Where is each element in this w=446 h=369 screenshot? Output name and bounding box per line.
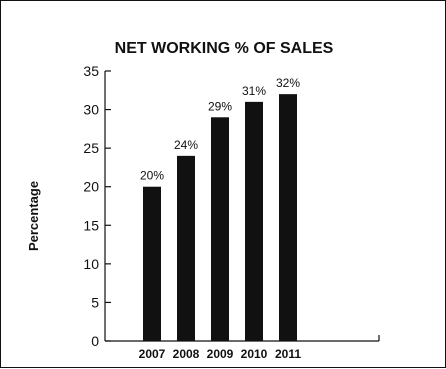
y-tick-label: 35 xyxy=(83,63,99,79)
bar xyxy=(279,94,297,342)
data-label: 32% xyxy=(276,76,300,90)
x-ticks: 2007 2008 2009 2010 2011 xyxy=(139,347,302,361)
y-tick-label: 0 xyxy=(91,333,99,349)
bars xyxy=(143,94,297,342)
x-tick-label: 2008 xyxy=(173,347,200,361)
y-axis-label: Percentage xyxy=(26,181,41,251)
y-tick-label: 15 xyxy=(83,217,99,233)
bar xyxy=(245,101,263,341)
y-ticks: 0 5 10 15 20 25 30 35 xyxy=(83,63,111,349)
y-tick-label: 20 xyxy=(83,179,99,195)
x-tick-label: 2009 xyxy=(207,347,234,361)
data-label: 31% xyxy=(242,84,266,98)
bar xyxy=(211,117,229,342)
y-tick-label: 10 xyxy=(83,256,99,272)
chart-title: NET WORKING % OF SALES xyxy=(115,40,334,57)
data-labels: 20% 24% 29% 31% 32% xyxy=(140,76,300,183)
data-label: 29% xyxy=(208,99,232,113)
bar xyxy=(143,186,161,341)
data-label: 24% xyxy=(174,138,198,152)
x-tick-label: 2010 xyxy=(241,347,268,361)
x-tick-label: 2011 xyxy=(275,347,301,361)
x-tick-label: 2007 xyxy=(139,347,166,361)
y-tick-label: 25 xyxy=(83,140,99,156)
data-label: 20% xyxy=(140,169,164,183)
y-tick-label: 5 xyxy=(91,294,99,310)
bar xyxy=(177,155,195,341)
y-tick-label: 30 xyxy=(83,102,99,118)
